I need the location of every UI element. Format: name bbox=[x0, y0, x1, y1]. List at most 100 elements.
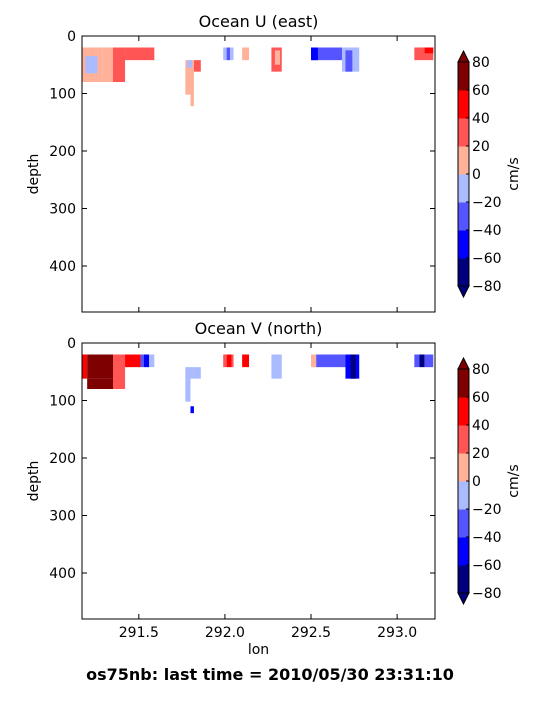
data-cell bbox=[140, 354, 144, 368]
ocean-v-panel: Ocean V (north) 0 100 200 300 400 291.5 292.0 29… bbox=[26, 319, 522, 658]
x-tick-label: 293.0 bbox=[377, 625, 417, 641]
data-cells bbox=[82, 47, 434, 107]
x-tick-label: 292.5 bbox=[291, 625, 331, 641]
colorbar-tick-label: −60 bbox=[472, 558, 502, 574]
colorbar-label: cm/s bbox=[506, 157, 522, 190]
y-axis-label: depth bbox=[26, 461, 42, 502]
y-tick-label: 0 bbox=[67, 29, 76, 45]
colorbar-segment bbox=[458, 397, 469, 426]
data-cells bbox=[82, 354, 434, 414]
data-cell bbox=[345, 50, 353, 72]
data-cell bbox=[149, 354, 155, 368]
colorbar-segment bbox=[458, 369, 469, 398]
colorbar-tick-label: −40 bbox=[472, 530, 502, 546]
colorbar-extend-max bbox=[457, 49, 470, 63]
colorbar-segment bbox=[458, 230, 469, 259]
data-cell bbox=[143, 354, 150, 368]
panel-title: Ocean U (east) bbox=[199, 12, 319, 31]
data-cell bbox=[316, 354, 346, 368]
colorbar-extend-max bbox=[457, 356, 470, 370]
data-cell bbox=[97, 354, 113, 379]
data-cell bbox=[223, 47, 227, 61]
x-tick-label: 292.0 bbox=[205, 625, 245, 641]
data-cell bbox=[311, 47, 318, 61]
colorbar-tick-label: −20 bbox=[472, 502, 502, 518]
data-cell bbox=[242, 47, 250, 61]
colorbar-tick-label: 40 bbox=[472, 111, 490, 127]
data-cell bbox=[223, 354, 227, 368]
data-cell bbox=[190, 367, 194, 379]
data-cell bbox=[190, 406, 194, 414]
y-tick-label: 200 bbox=[49, 451, 76, 467]
x-tick-label: 291.5 bbox=[119, 625, 159, 641]
colorbar-segment bbox=[458, 537, 469, 566]
data-cell bbox=[311, 354, 317, 368]
colorbar-tick-label: 60 bbox=[472, 83, 490, 99]
colorbar-extend-min bbox=[457, 285, 470, 299]
data-cell bbox=[102, 47, 113, 82]
data-cell bbox=[112, 47, 126, 82]
data-cell bbox=[231, 354, 234, 368]
y-axis-label: depth bbox=[26, 154, 42, 195]
colorbar-segment bbox=[458, 425, 469, 454]
colorbar-tick-label: −80 bbox=[472, 586, 502, 602]
data-cell bbox=[424, 354, 434, 368]
data-cell bbox=[419, 354, 425, 368]
colorbar-tick-label: 80 bbox=[472, 362, 490, 378]
y-tick-label: 300 bbox=[49, 509, 76, 525]
y-tick-label: 300 bbox=[49, 202, 76, 218]
plot-area bbox=[82, 343, 435, 619]
data-cell bbox=[185, 60, 191, 95]
colorbar-segment bbox=[458, 202, 469, 231]
figure: Ocean U (east)0100200300400depth80604020… bbox=[26, 12, 522, 658]
panel-title: Ocean V (north) bbox=[195, 319, 323, 338]
data-cell bbox=[230, 47, 234, 61]
colorbar-segment bbox=[458, 174, 469, 203]
colorbar-segment bbox=[458, 258, 469, 287]
colorbar-tick-label: 20 bbox=[472, 139, 490, 155]
data-cell bbox=[87, 354, 98, 379]
colorbar-tick-label: 20 bbox=[472, 446, 490, 462]
data-cell bbox=[226, 354, 232, 368]
colorbar-segment bbox=[458, 565, 469, 594]
data-cell bbox=[193, 367, 201, 379]
colorbar: 80 60 40 20 0 −20 −40 −60 −80 cm/s bbox=[457, 356, 522, 606]
colorbar-segment bbox=[458, 453, 469, 482]
colorbar-segment bbox=[458, 481, 469, 510]
data-cell bbox=[187, 60, 193, 68]
y-tick-label: 200 bbox=[49, 144, 76, 160]
colorbar: 80 60 40 20 0 −20 −40 −60 −80 cm/s bbox=[457, 49, 522, 299]
data-cell bbox=[311, 47, 343, 61]
data-cell bbox=[350, 354, 356, 379]
colorbar-tick-label: −60 bbox=[472, 251, 502, 267]
colorbar-tick-label: −20 bbox=[472, 195, 502, 211]
data-cell bbox=[125, 47, 155, 61]
ocean-u-panel: Ocean U (east)0100200300400depth80604020… bbox=[26, 12, 522, 313]
colorbar-tick-label: 60 bbox=[472, 390, 490, 406]
plot-area bbox=[82, 36, 435, 312]
colorbar-segment bbox=[458, 509, 469, 538]
colorbar-segment bbox=[458, 118, 469, 147]
colorbar-label: cm/s bbox=[506, 464, 522, 497]
colorbar-tick-label: 80 bbox=[472, 55, 490, 71]
data-cell bbox=[226, 47, 231, 61]
data-cell bbox=[112, 354, 126, 389]
colorbar-segment bbox=[458, 62, 469, 91]
y-tick-label: 400 bbox=[49, 566, 76, 582]
data-cell bbox=[271, 354, 282, 379]
data-cell bbox=[190, 60, 194, 107]
plot-frame bbox=[81, 342, 436, 620]
colorbar-tick-label: 0 bbox=[472, 474, 481, 490]
colorbar-extend-min bbox=[457, 592, 470, 606]
data-cell bbox=[185, 367, 191, 402]
colorbar-tick-label: 0 bbox=[472, 167, 481, 183]
data-cell bbox=[424, 47, 434, 54]
data-cell bbox=[274, 50, 281, 65]
y-tick-label: 100 bbox=[49, 87, 76, 103]
data-cell bbox=[125, 354, 141, 368]
colorbar-tick-label: 40 bbox=[472, 418, 490, 434]
data-cell bbox=[87, 378, 113, 389]
y-tick-label: 100 bbox=[49, 394, 76, 410]
data-cell bbox=[242, 354, 250, 368]
y-tick-label: 400 bbox=[49, 259, 76, 275]
